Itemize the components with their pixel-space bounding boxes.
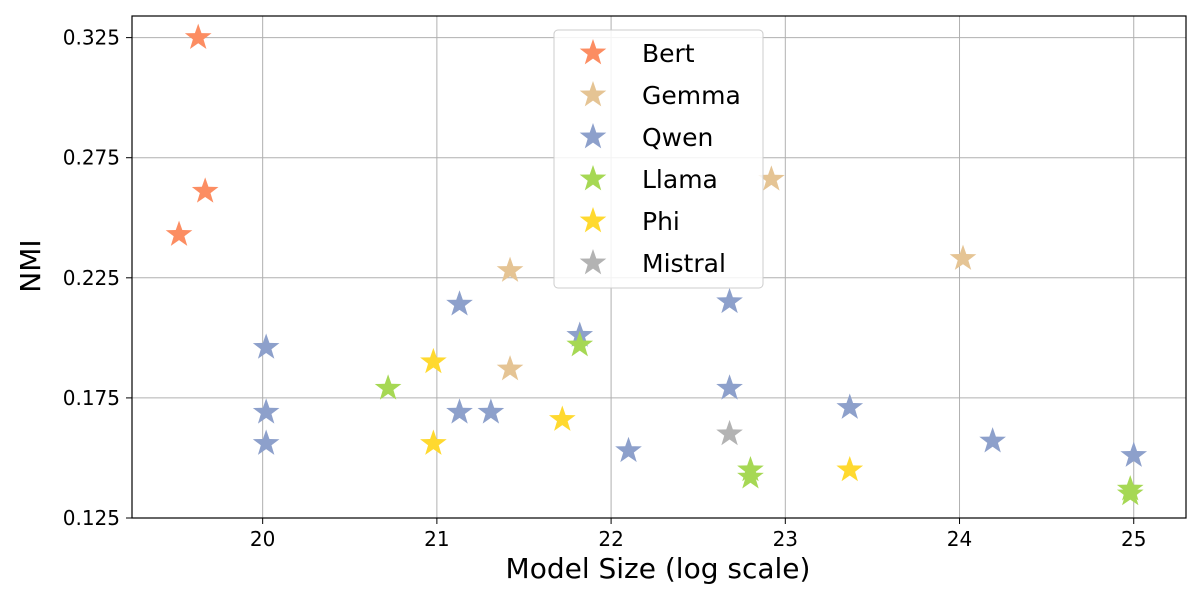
legend-marker-star	[579, 39, 607, 65]
data-point-star	[184, 23, 212, 49]
legend-label: Mistral	[642, 249, 726, 278]
x-tick-label: 20	[250, 527, 275, 551]
data-point-star	[836, 393, 864, 419]
data-points	[165, 23, 1148, 506]
data-point-star	[1116, 479, 1144, 506]
data-point-star	[737, 463, 764, 489]
axis-ticks: 20 21 22 23 24 25 0.125 0.175 0.225 0.275 0.325	[63, 26, 1147, 551]
data-point-star	[979, 427, 1006, 453]
legend-label: Gemma	[642, 81, 741, 110]
data-point-star	[446, 398, 473, 424]
legend-box	[553, 29, 764, 289]
series-phi	[420, 347, 864, 482]
legend-label: Bert	[642, 39, 695, 68]
plot-frame	[131, 15, 1187, 519]
legend-marker-star	[579, 165, 607, 191]
series-mistral	[716, 419, 743, 446]
y-tick-label: 0.325	[63, 26, 120, 50]
data-point-star	[252, 333, 280, 359]
y-tick-label: 0.125	[63, 506, 120, 530]
y-tick-label: 0.275	[63, 146, 120, 170]
legend-marker-star	[579, 81, 607, 107]
x-tick-label: 21	[424, 527, 449, 551]
data-point-star	[716, 374, 743, 400]
x-axis-title: Model Size (log scale)	[506, 552, 811, 585]
x-tick-label: 22	[598, 527, 623, 551]
series-gemma	[496, 165, 977, 381]
legend-label: Llama	[642, 165, 718, 194]
data-point-star	[566, 331, 594, 357]
data-point-star	[420, 347, 447, 374]
y-tick-label: 0.175	[63, 386, 120, 410]
series-llama	[374, 331, 1144, 506]
data-point-star	[1120, 441, 1148, 467]
data-point-star	[165, 220, 193, 246]
x-tick-label: 24	[947, 527, 972, 551]
data-point-star	[949, 244, 977, 270]
data-point-star	[252, 429, 280, 455]
x-tick-label: 25	[1121, 527, 1146, 551]
legend-marker-star	[579, 249, 607, 275]
series-qwen	[252, 287, 1148, 467]
data-point-star	[758, 165, 785, 191]
data-point-star	[716, 287, 743, 314]
data-point-star	[716, 419, 743, 446]
x-tick-label: 23	[773, 527, 798, 551]
data-point-star	[477, 398, 505, 424]
legend-label: Phi	[642, 207, 680, 236]
legend-marker-star	[579, 207, 607, 233]
data-point-star	[374, 374, 402, 400]
data-point-star	[252, 398, 280, 424]
series-bert	[165, 23, 219, 246]
data-point-star	[496, 256, 524, 282]
data-point-star	[836, 455, 864, 482]
data-point-star	[446, 290, 473, 316]
data-point-star	[615, 436, 642, 463]
data-point-star	[191, 177, 219, 203]
legend: Bert Gemma Qwen Llama Phi Mistral	[553, 29, 764, 289]
legend-marker-star	[579, 123, 607, 149]
data-point-star	[496, 355, 524, 381]
y-tick-label: 0.225	[63, 266, 120, 290]
legend-label: Qwen	[642, 123, 713, 152]
data-point-star	[420, 429, 447, 455]
y-axis-title: NMI	[14, 239, 47, 292]
data-point-star	[549, 405, 576, 431]
